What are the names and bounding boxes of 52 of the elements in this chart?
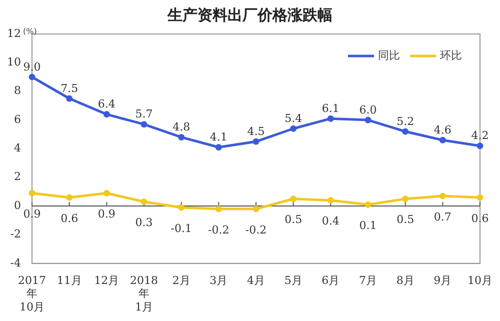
data-label: 4.6 bbox=[434, 123, 452, 136]
data-label: 0.9 bbox=[98, 208, 116, 221]
chart-title: 生产资料出厂价格涨跌幅 bbox=[166, 6, 334, 25]
data-label: 6.1 bbox=[322, 102, 340, 115]
data-label: 4.2 bbox=[471, 129, 489, 142]
data-label: 4.1 bbox=[210, 130, 228, 144]
x-tick-label: 2018 年 1月 bbox=[130, 274, 158, 314]
data-label: 0.3 bbox=[135, 216, 153, 230]
x-tick-label: 2017 年 10月 bbox=[18, 274, 46, 314]
y-tick-label: 12 bbox=[6, 26, 21, 40]
data-label: 5.2 bbox=[396, 114, 414, 128]
data-label: 0.6 bbox=[60, 212, 78, 225]
data-label: 0.5 bbox=[284, 213, 302, 226]
x-tick-label: 4月 bbox=[247, 274, 265, 287]
y-tick-label: 8 bbox=[14, 84, 21, 98]
legend-label: 环比 bbox=[440, 48, 462, 62]
x-tick-label: 5月 bbox=[284, 274, 302, 287]
data-label: 0.1 bbox=[359, 218, 377, 232]
x-tick-label: 6月 bbox=[322, 274, 340, 287]
data-label: 6.0 bbox=[359, 103, 377, 116]
data-label: -0.2 bbox=[208, 223, 230, 236]
y-tick-label: 4 bbox=[14, 142, 21, 155]
data-label: 0.6 bbox=[471, 212, 489, 225]
data-label: 0.5 bbox=[396, 213, 414, 226]
data-label: -0.1 bbox=[170, 222, 192, 235]
data-label: 0.4 bbox=[322, 214, 340, 228]
data-label: 9.0 bbox=[23, 60, 41, 74]
y-tick-label: 10 bbox=[6, 56, 21, 69]
y-axis-title: (%) bbox=[22, 27, 37, 36]
y-tick-label: -2 bbox=[10, 228, 21, 241]
x-tick-label: 11月 bbox=[56, 274, 82, 287]
data-label: 6.4 bbox=[98, 98, 116, 111]
x-tick-label: 9月 bbox=[434, 274, 452, 287]
data-label: 0.7 bbox=[434, 210, 452, 224]
x-tick-label: 2月 bbox=[172, 274, 190, 287]
data-label: 7.5 bbox=[60, 82, 78, 95]
x-tick-label: 10月 bbox=[468, 274, 492, 287]
y-tick-label: 2 bbox=[14, 170, 21, 184]
data-label: 5.7 bbox=[135, 108, 153, 121]
data-label: -0.2 bbox=[245, 223, 267, 236]
x-tick-label: 3月 bbox=[210, 274, 228, 287]
y-tick-label: -4 bbox=[10, 256, 21, 270]
x-tick-label: 12月 bbox=[94, 274, 120, 287]
x-tick-label: 8月 bbox=[396, 274, 414, 287]
data-label: 4.8 bbox=[172, 120, 190, 134]
x-tick-label: 7月 bbox=[359, 274, 377, 287]
legend-label: 同比 bbox=[378, 48, 400, 62]
data-label: 4.5 bbox=[247, 124, 265, 138]
y-tick-label: 6 bbox=[14, 112, 21, 126]
y-tick-label: 0 bbox=[14, 198, 21, 212]
data-label: 0.9 bbox=[23, 208, 41, 221]
data-label: 5.4 bbox=[284, 112, 302, 125]
